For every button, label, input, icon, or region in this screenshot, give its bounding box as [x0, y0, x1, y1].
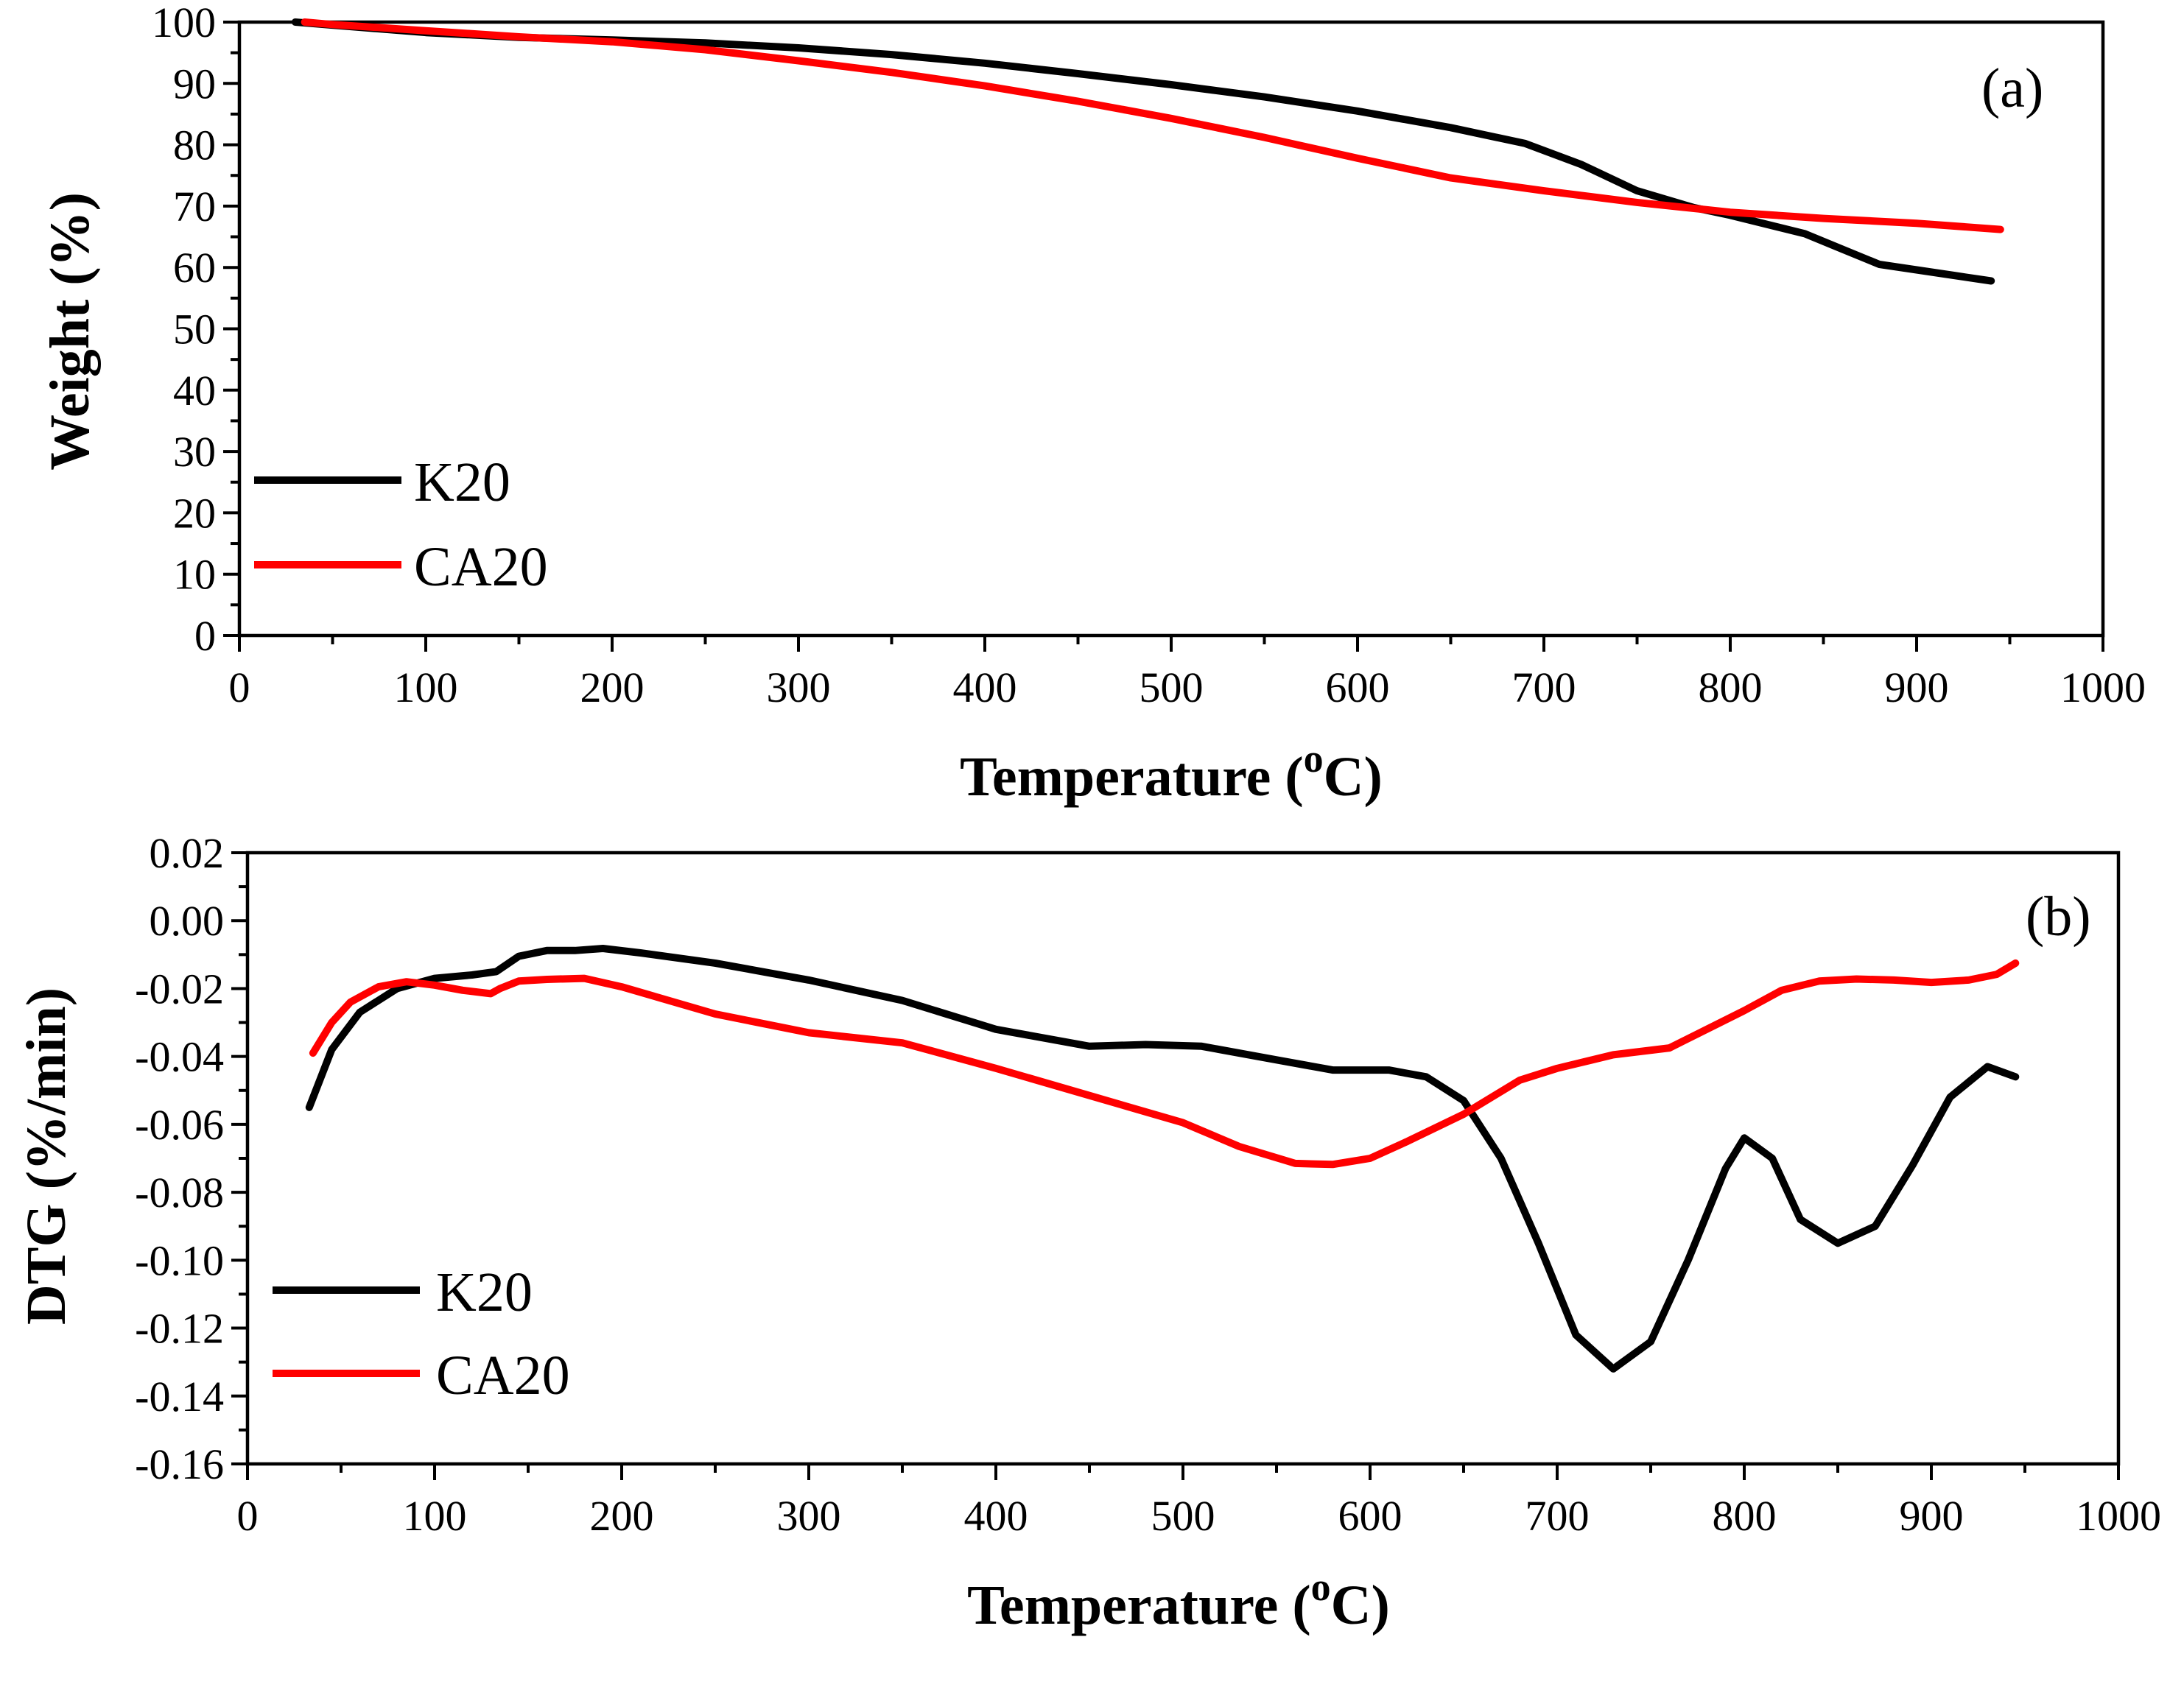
x-tick-label-b: 600 [1338, 1492, 1402, 1540]
y-tick-label-b: -0.12 [135, 1305, 224, 1353]
legend-a: K20 CA20 [254, 451, 548, 598]
x-axis-title-a-text: Temperature ( [960, 746, 1303, 808]
x-tick-label-b: 900 [1900, 1492, 1964, 1540]
y-tick-label-a: 50 [173, 306, 216, 353]
y-tick-label-b: -0.08 [135, 1169, 224, 1217]
y-tick-label-b: -0.02 [135, 965, 224, 1013]
x-tick-label-a: 0 [229, 663, 250, 711]
x-tick-label-a: 500 [1140, 663, 1204, 711]
x-tick-label-b: 200 [590, 1492, 654, 1540]
y-axis-title-a: Weight (%) [39, 192, 101, 471]
x-tick-label-a: 400 [953, 663, 1017, 711]
y-tick-label-a: 0 [194, 612, 216, 660]
legend-b-k20-label: K20 [436, 1261, 533, 1323]
x-tick-label-b: 300 [777, 1492, 841, 1540]
y-tick-label-a: 100 [152, 0, 216, 46]
y-tick-label-b: 0.00 [150, 897, 225, 945]
y-tick-label-b: -0.14 [135, 1373, 224, 1420]
y-tick-label-a: 80 [173, 122, 216, 169]
x-tick-label-b: 0 [237, 1492, 259, 1540]
x-axis-title-a-unit: C) [1324, 746, 1383, 808]
x-tick-label-a: 600 [1326, 663, 1390, 711]
y-tick-label-a: 10 [173, 551, 216, 599]
legend-b-ca20-label: CA20 [436, 1345, 570, 1406]
x-axis-title-b-text: Temperature ( [967, 1574, 1310, 1636]
y-tick-label-a: 90 [173, 60, 216, 108]
panel-label-b: (b) [2026, 886, 2091, 948]
x-tick-label-a: 100 [394, 663, 458, 711]
y-tick-label-b: -0.06 [135, 1101, 224, 1149]
x-axis-title-a-sup: o [1304, 736, 1324, 781]
panel-a: 0 100 200 300 400 500 600 700 800 900 1000 0 10 20 30 4… [39, 0, 2146, 808]
x-tick-label-a: 800 [1699, 663, 1763, 711]
y-tick-label-a: 70 [173, 183, 216, 230]
panel-label-a: (a) [1981, 57, 2043, 119]
y-tick-label-b: 0.02 [150, 829, 225, 877]
panel-b: 0 100 200 300 400 500 600 700 800 900 1000 0.02 0.00… [15, 829, 2161, 1636]
series-group-b [305, 945, 2020, 1373]
y-tick-label-b: -0.10 [135, 1236, 224, 1284]
y-tick-label-a: 40 [173, 367, 216, 415]
x-axis-title-b-sup: o [1311, 1565, 1331, 1609]
series-line-k20-a [291, 18, 1995, 285]
series-line-k20-b [305, 945, 2020, 1373]
series-line-ca20-a [301, 18, 2004, 233]
x-tick-label-b: 400 [964, 1492, 1028, 1540]
y-tick-label-b: -0.04 [135, 1033, 224, 1081]
y-tick-label-a: 30 [173, 428, 216, 476]
x-tick-label-a: 300 [767, 663, 831, 711]
x-tick-label-b: 700 [1525, 1492, 1590, 1540]
x-tick-label-a: 1000 [2060, 663, 2146, 711]
axis-ticks-a: 0 100 200 300 400 500 600 700 800 900 1000 0 10 20 30 4… [152, 0, 2146, 711]
axis-ticks-b: 0 100 200 300 400 500 600 700 800 900 1000 0.02 0.00… [135, 829, 2161, 1540]
x-axis-title-b: Temperature (oC) [967, 1565, 1390, 1636]
x-tick-label-a: 200 [580, 663, 645, 711]
x-tick-label-a: 900 [1885, 663, 1949, 711]
x-axis-title-b-unit: C) [1331, 1574, 1390, 1636]
x-tick-label-b: 100 [403, 1492, 467, 1540]
y-axis-title-b: DTG (%/min) [15, 987, 77, 1325]
x-tick-label-a: 700 [1512, 663, 1576, 711]
y-tick-label-a: 60 [173, 244, 216, 292]
legend-a-k20-label: K20 [414, 451, 510, 513]
x-tick-label-b: 800 [1713, 1492, 1777, 1540]
y-tick-label-b: -0.16 [135, 1440, 224, 1488]
series-line-ca20-b [309, 959, 2020, 1169]
x-axis-title-a: Temperature (oC) [960, 736, 1383, 808]
legend-a-ca20-label: CA20 [414, 536, 548, 598]
legend-b: K20 CA20 [273, 1261, 570, 1406]
series-group-a [291, 18, 2004, 285]
x-tick-label-b: 1000 [2076, 1492, 2161, 1540]
y-tick-label-a: 20 [173, 489, 216, 537]
x-tick-label-b: 500 [1151, 1492, 1215, 1540]
